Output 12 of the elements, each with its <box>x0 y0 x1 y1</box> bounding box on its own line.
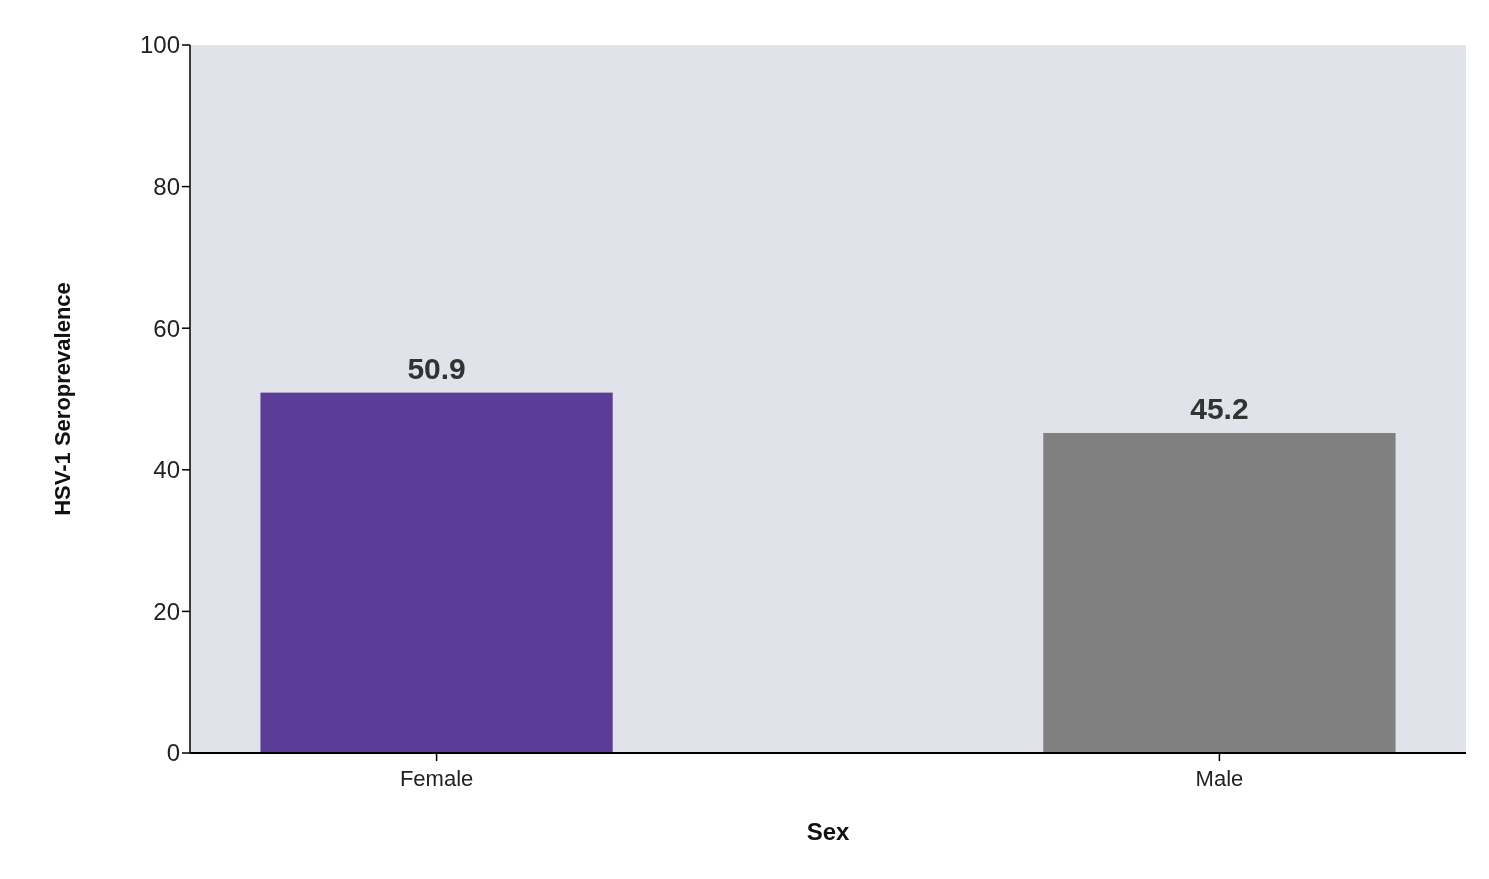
x-axis-title: Sex <box>806 818 850 845</box>
y-tick-label: 80 <box>153 173 180 200</box>
y-tick-label: 60 <box>153 314 180 342</box>
x-tick-label: Female <box>399 766 474 791</box>
y-tick-label: 0 <box>166 739 180 767</box>
y-tick-label: 100 <box>139 31 180 59</box>
y-axis-title: HSV-1 Seroprevalence <box>50 282 75 516</box>
x-tick-label: Male <box>1195 766 1244 791</box>
data-label: 45.2 <box>1190 391 1249 425</box>
y-tick-label: 40 <box>153 456 180 484</box>
data-label: 50.9 <box>407 351 466 385</box>
y-tick-label: 20 <box>153 597 180 625</box>
